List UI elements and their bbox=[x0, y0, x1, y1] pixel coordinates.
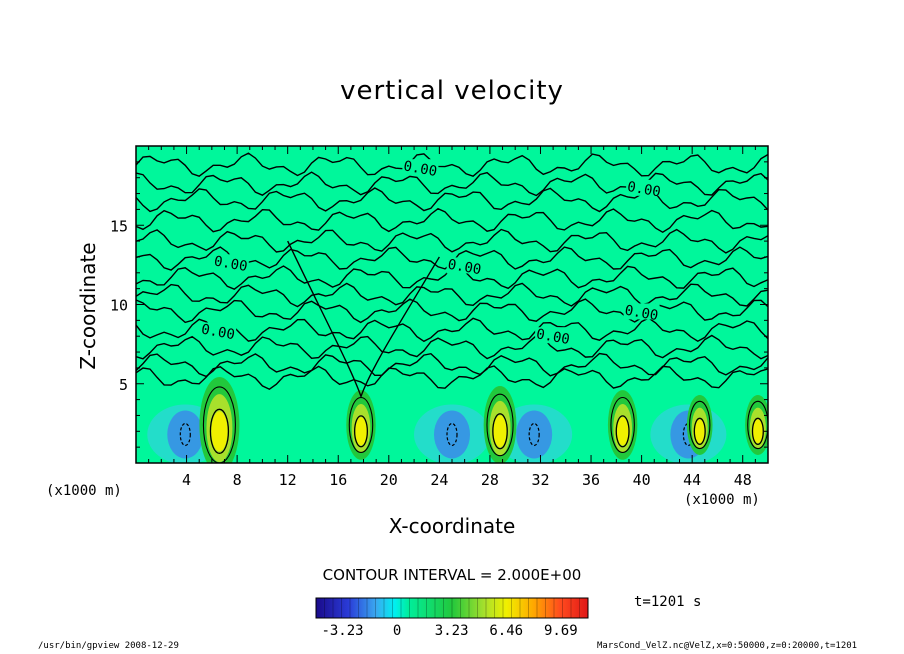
y-axis-label: Z-coordinate bbox=[76, 242, 100, 370]
colorbar-tick-label: 0 bbox=[393, 623, 401, 639]
x-axis-label: X-coordinate bbox=[388, 514, 516, 538]
updraft-core bbox=[616, 417, 629, 446]
zero-contour bbox=[136, 334, 768, 360]
zero-contour bbox=[136, 187, 768, 213]
colorbar-tick-label: 6.46 bbox=[489, 623, 523, 639]
x-tick-label: 16 bbox=[329, 471, 347, 489]
downdraft-contour bbox=[528, 422, 540, 447]
time-label: t=1201 s bbox=[634, 594, 702, 610]
contour-labels: 0.00 0.00 0.00 0.00 0.00 0.00 0.00 bbox=[200, 158, 663, 348]
zero-contour bbox=[136, 207, 768, 234]
contour-label-bg bbox=[535, 327, 572, 344]
zero-contour bbox=[136, 171, 768, 197]
x-unit-right: (x1000 m) bbox=[684, 492, 760, 508]
downdraft-contour bbox=[446, 422, 458, 447]
downdraft-contour bbox=[179, 422, 191, 447]
contour-label-bg bbox=[626, 179, 663, 196]
colorbar-ticks: -3.23 0 3.23 6.46 9.69 bbox=[321, 598, 580, 639]
x-tick-label: 44 bbox=[683, 471, 701, 489]
zero-contour bbox=[136, 298, 768, 324]
x-tick-label: 4 bbox=[182, 471, 191, 489]
downdraft-core bbox=[434, 410, 470, 459]
updraft-contour bbox=[492, 413, 508, 450]
x-tick-label: 48 bbox=[734, 471, 752, 489]
contour-label: 0.00 bbox=[200, 322, 236, 344]
updraft-core bbox=[753, 419, 763, 444]
colorbar-tick-label: 9.69 bbox=[544, 623, 578, 639]
plot-area: 0.000.000.00 0.000.00 0.000.00 4 8 12 16 20 24 2… bbox=[110, 145, 769, 489]
contour-label: 0.00 bbox=[446, 257, 482, 279]
zero-contour bbox=[136, 282, 768, 308]
updraft-contour bbox=[209, 408, 230, 454]
updraft-contour bbox=[353, 415, 369, 448]
velocity-field bbox=[147, 376, 768, 463]
zero-contour bbox=[136, 152, 768, 177]
updraft-core bbox=[355, 417, 367, 446]
updraft-contour bbox=[615, 415, 630, 448]
contour-label: 0.00 bbox=[623, 303, 659, 325]
contour-label: 0.00 bbox=[402, 158, 438, 180]
y-tick-label: 5 bbox=[119, 376, 128, 394]
contour-label-bg bbox=[200, 322, 237, 339]
contour-label-bg bbox=[623, 303, 660, 320]
y-axis: 5 10 15 bbox=[110, 161, 768, 448]
footer-program-date: /usr/bin/gpview 2008-12-29 bbox=[38, 641, 179, 651]
contour-label: 0.00 bbox=[535, 326, 571, 348]
x-tick-label: 12 bbox=[279, 471, 297, 489]
updraft-contour bbox=[747, 400, 768, 450]
colorbar-tick-label: -3.23 bbox=[321, 623, 363, 639]
updraft-contour bbox=[486, 393, 514, 457]
x-tick-label: 36 bbox=[582, 471, 600, 489]
zero-contour bbox=[287, 240, 440, 399]
x-unit-left: (x1000 m) bbox=[46, 483, 122, 499]
contour-label-bg bbox=[212, 254, 249, 271]
x-tick-label: 20 bbox=[380, 471, 398, 489]
contour-label: 0.00 bbox=[213, 253, 249, 275]
colorbar-tick-label: 3.23 bbox=[435, 623, 469, 639]
zero-contour bbox=[136, 317, 768, 343]
updraft-core bbox=[493, 415, 507, 448]
x-axis: 4 8 12 16 20 24 28 32 36 40 44 48 bbox=[148, 146, 756, 489]
zero-contour bbox=[136, 228, 768, 254]
contour-interval-text: CONTOUR INTERVAL = 2.000E+00 bbox=[322, 566, 582, 584]
contour-label: 0.00 bbox=[626, 179, 662, 201]
contour-label-bg bbox=[402, 159, 439, 176]
x-tick-label: 28 bbox=[481, 471, 499, 489]
x-tick-label: 40 bbox=[633, 471, 651, 489]
y-tick-label: 10 bbox=[110, 297, 128, 315]
x-tick-label: 24 bbox=[430, 471, 448, 489]
zero-contour bbox=[136, 365, 768, 391]
x-tick-label: 32 bbox=[531, 471, 549, 489]
updraft-contour bbox=[689, 400, 711, 450]
updraft-core bbox=[211, 411, 228, 452]
contour-label-bg bbox=[446, 257, 483, 274]
x-tick-label: 8 bbox=[233, 471, 242, 489]
updraft-contour bbox=[693, 417, 706, 445]
downdraft-core bbox=[167, 410, 204, 459]
updraft-core bbox=[694, 419, 705, 444]
chart-title: vertical velocity bbox=[340, 76, 564, 106]
updraft-contour bbox=[751, 417, 764, 445]
updraft-contour bbox=[610, 396, 635, 453]
downdraft-core bbox=[516, 410, 553, 459]
y-tick-label: 15 bbox=[110, 217, 128, 235]
footer-data-source: MarsCond_VelZ.nc@VelZ,x=0:50000,z=0:2000… bbox=[597, 641, 858, 651]
colorbar: -3.23 0 3.23 6.46 9.69 bbox=[315, 597, 589, 639]
